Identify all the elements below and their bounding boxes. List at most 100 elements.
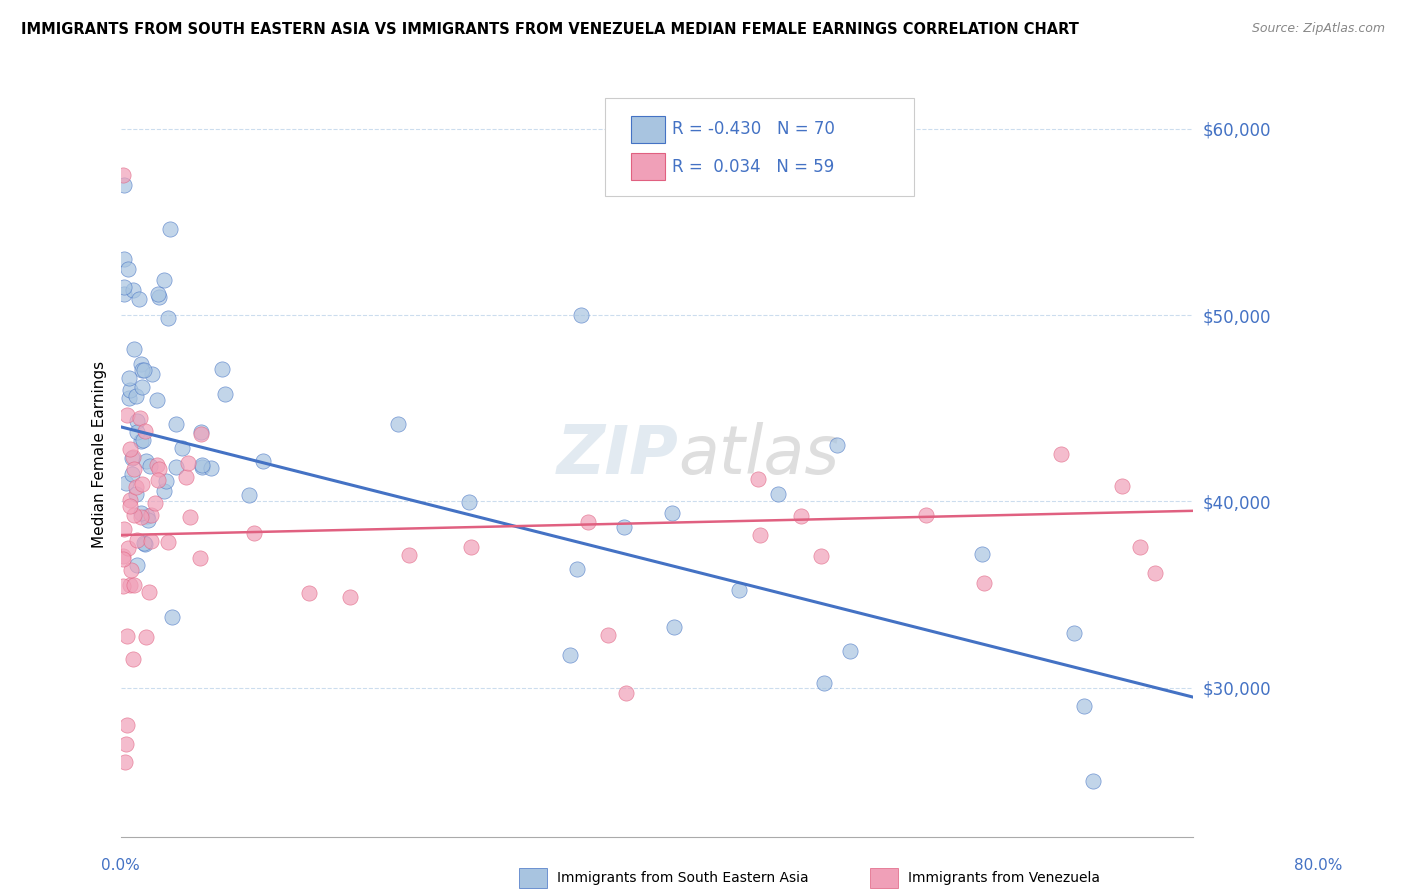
Text: IMMIGRANTS FROM SOUTH EASTERN ASIA VS IMMIGRANTS FROM VENEZUELA MEDIAN FEMALE EA: IMMIGRANTS FROM SOUTH EASTERN ASIA VS IM… (21, 22, 1078, 37)
Point (148, 290, 170, 304)
Point (1063, 626, 1085, 640)
Point (747, 472, 769, 486)
Point (159, 222, 181, 236)
Point (132, 433, 155, 447)
Point (131, 506, 153, 520)
Point (177, 456, 200, 470)
Point (160, 610, 183, 624)
Point (768, 487, 790, 501)
Point (172, 441, 194, 455)
Point (125, 558, 148, 573)
Point (598, 628, 620, 642)
Point (122, 450, 145, 464)
Point (115, 737, 138, 751)
Point (128, 410, 150, 425)
Point (117, 541, 139, 555)
Point (115, 718, 138, 732)
Text: 80.0%: 80.0% (1295, 858, 1343, 872)
Point (148, 461, 170, 475)
Point (838, 643, 860, 657)
Point (112, 522, 135, 536)
Point (122, 577, 145, 591)
Point (190, 458, 212, 473)
Point (298, 586, 321, 600)
Point (1050, 447, 1073, 461)
Point (662, 619, 685, 633)
Point (174, 470, 197, 484)
Point (125, 389, 148, 403)
Point (146, 392, 169, 407)
Point (457, 495, 479, 509)
Point (111, 579, 134, 593)
Point (112, 280, 135, 294)
Point (128, 292, 150, 306)
Point (1073, 698, 1095, 713)
Text: Immigrants from Venezuela: Immigrants from Venezuela (908, 871, 1101, 885)
Point (125, 486, 148, 500)
Point (138, 458, 160, 473)
Point (121, 450, 143, 465)
Point (112, 549, 135, 563)
Point (1081, 774, 1104, 789)
Point (117, 408, 139, 422)
Point (120, 442, 142, 456)
Point (122, 462, 145, 476)
Point (118, 384, 141, 398)
Point (121, 467, 143, 481)
Point (115, 629, 138, 643)
Point (143, 496, 166, 510)
Text: 0.0%: 0.0% (101, 858, 141, 872)
Text: R = -0.430   N = 70: R = -0.430 N = 70 (672, 120, 835, 138)
Y-axis label: Median Female Earnings: Median Female Earnings (93, 361, 107, 549)
Point (117, 261, 139, 276)
Point (121, 283, 143, 297)
Point (114, 756, 136, 770)
Point (129, 434, 152, 449)
Point (118, 500, 141, 514)
Point (122, 342, 145, 356)
Point (125, 425, 148, 439)
Point (125, 480, 148, 494)
Point (118, 493, 141, 508)
Point (131, 357, 153, 371)
Point (252, 453, 274, 467)
Point (112, 286, 135, 301)
Point (569, 308, 592, 322)
Point (146, 458, 169, 473)
Point (141, 367, 163, 381)
Point (190, 460, 212, 475)
Point (134, 535, 156, 549)
Point (127, 533, 149, 547)
Point (973, 575, 995, 590)
Point (131, 477, 153, 491)
Point (134, 537, 156, 551)
Point (139, 508, 162, 523)
Point (111, 169, 134, 183)
Text: Source: ZipAtlas.com: Source: ZipAtlas.com (1251, 22, 1385, 36)
Point (614, 686, 637, 700)
Point (129, 509, 152, 524)
Text: atlas: atlas (679, 422, 839, 488)
Point (613, 520, 636, 534)
Point (398, 548, 420, 562)
Point (190, 426, 212, 441)
Point (152, 483, 174, 498)
Point (558, 648, 581, 662)
Text: ZIP: ZIP (557, 422, 679, 488)
Point (810, 549, 832, 563)
Point (135, 630, 157, 644)
Point (136, 513, 159, 527)
Point (565, 561, 588, 575)
Point (1143, 566, 1166, 580)
Point (790, 508, 813, 523)
Text: Immigrants from South Eastern Asia: Immigrants from South Eastern Asia (557, 871, 808, 885)
Point (190, 425, 212, 440)
Point (970, 547, 993, 561)
Point (112, 252, 135, 267)
Point (200, 460, 222, 475)
Point (238, 488, 260, 502)
Point (131, 380, 153, 394)
Point (339, 590, 361, 604)
Point (188, 550, 211, 565)
Point (153, 272, 176, 286)
